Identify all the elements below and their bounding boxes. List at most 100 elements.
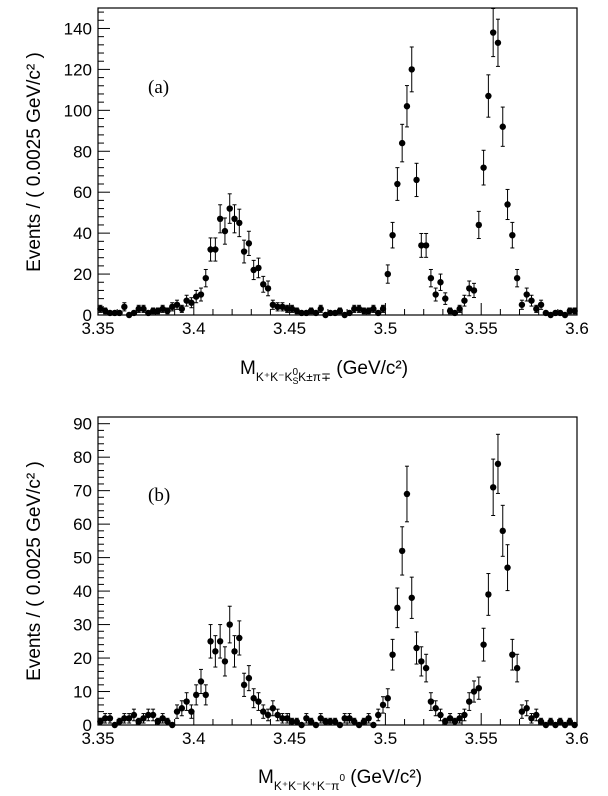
data-point (351, 305, 358, 313)
data-point (135, 305, 142, 313)
data-point (130, 711, 138, 719)
data-point (523, 291, 530, 298)
y-tick-label: 60 (73, 183, 92, 202)
y-tick-label: 20 (73, 265, 92, 284)
y-tick-label: 0 (83, 716, 92, 735)
x-tick-label: 3.6 (565, 729, 589, 748)
data-point (499, 527, 506, 535)
data-point (154, 307, 162, 315)
x-axis-title-sub: K⁺K⁻K⁺K⁻π (274, 779, 340, 793)
data-point (231, 648, 238, 655)
data-point (446, 715, 454, 722)
data-point (169, 303, 176, 311)
data-point (260, 281, 267, 288)
data-point (121, 715, 128, 722)
data-point (101, 715, 109, 722)
data-point (140, 715, 147, 722)
data-point (178, 705, 186, 712)
x-tick-label: 3.6 (565, 319, 589, 338)
data-point (149, 307, 157, 315)
x-tick-label: 3.35 (81, 319, 114, 338)
data-point (504, 201, 511, 208)
data-point (121, 303, 128, 311)
x-tick-label: 3.55 (465, 319, 498, 338)
data-point (226, 205, 233, 212)
data-point (408, 66, 415, 73)
y-tick-label: 30 (73, 616, 92, 635)
data-point (346, 715, 353, 722)
data-point (116, 309, 123, 317)
data-point (178, 305, 186, 313)
data-point (542, 309, 550, 317)
x-tick-label: 3.4 (182, 729, 206, 748)
plot-frame (97, 7, 578, 316)
data-point (542, 721, 550, 729)
data-point (336, 307, 344, 315)
data-point (197, 678, 205, 685)
y-tick-label: 90 (73, 415, 92, 434)
y-tick-label: 70 (73, 482, 92, 501)
data-point (197, 291, 205, 298)
x-tick-label: 3.45 (273, 729, 306, 748)
x-tick-label: 3.4 (182, 319, 206, 338)
data-point (140, 305, 147, 313)
data-point (159, 715, 166, 722)
y-tick-label: 60 (73, 515, 92, 534)
data-point (456, 715, 463, 722)
y-tick-label: 0 (83, 306, 92, 325)
data-point (547, 718, 554, 725)
data-point (389, 651, 396, 658)
data-point (485, 591, 492, 598)
y-ticks: 0 20 40 60 80 100 120 140 (64, 11, 110, 325)
data-point (379, 701, 387, 709)
data-point (485, 92, 492, 100)
data-point (250, 695, 257, 702)
x-axis-title: MK⁺K⁻KS0K±π∓ (GeV/c²) (240, 358, 408, 386)
data-point (413, 176, 420, 184)
data-point (293, 718, 300, 725)
data-point (442, 295, 449, 302)
y-tick-label: 80 (73, 142, 92, 161)
data-point (331, 718, 339, 725)
data-point (523, 705, 530, 712)
data-point (442, 718, 449, 725)
y-tick-label: 20 (73, 649, 92, 668)
data-point (255, 698, 262, 705)
data-point (125, 715, 133, 722)
data-point (432, 705, 439, 712)
data-point (552, 721, 559, 729)
data-point (489, 29, 497, 36)
data-point (212, 648, 219, 655)
x-axis-title-main: M (258, 767, 274, 788)
data-point (547, 311, 554, 319)
data-point (499, 123, 506, 130)
y-tick-label: 50 (73, 549, 92, 568)
data-point (418, 658, 425, 665)
y-tick-label: 40 (73, 224, 92, 243)
x-axis-title-main: M (240, 358, 256, 379)
data-point (207, 638, 214, 645)
data-point (461, 711, 468, 719)
data-point (116, 718, 123, 725)
data-point (307, 307, 315, 315)
data-point (284, 305, 291, 313)
data-point (269, 301, 277, 308)
data-point (427, 698, 435, 705)
data-point (216, 215, 224, 223)
data-point (480, 641, 487, 648)
data-point (557, 309, 564, 317)
data-point (533, 305, 540, 313)
chart-panel-a: (a) 0 20 40 60 80 100 120 140 3.35 3.4 3.45 3.5 3.5… (24, 7, 589, 386)
data-point (451, 309, 459, 317)
data-point (355, 305, 363, 313)
data-point (192, 691, 200, 699)
data-point (293, 307, 300, 315)
data-point (173, 708, 181, 715)
data-point (106, 309, 114, 317)
data-point (437, 711, 444, 719)
data-point (561, 721, 569, 729)
data-point (154, 718, 162, 725)
data-point (111, 721, 118, 729)
